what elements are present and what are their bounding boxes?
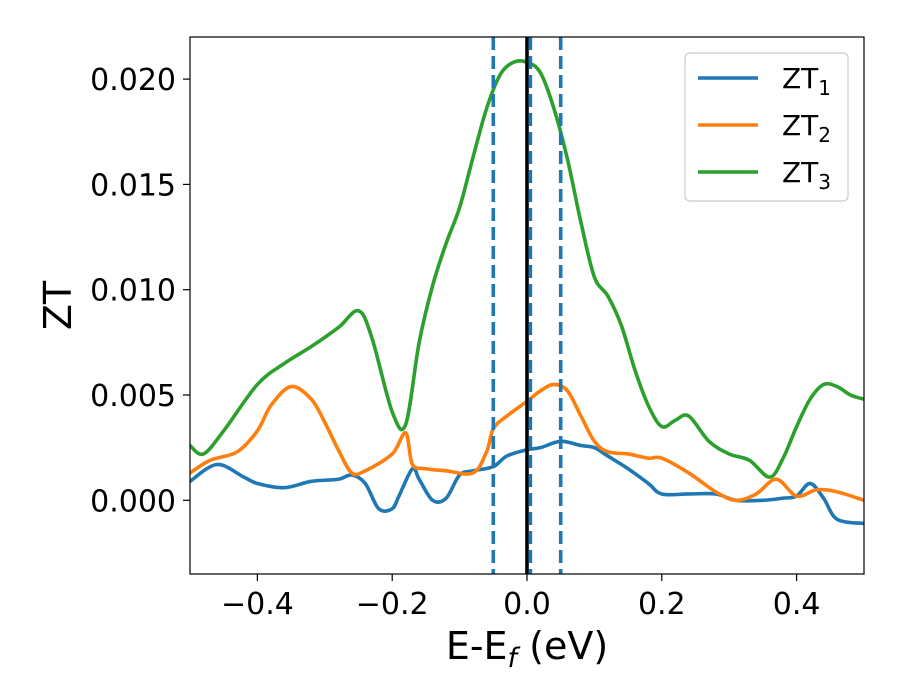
- series-line-zt1: [190, 439, 864, 526]
- y-tick-label: 0.015: [90, 168, 176, 203]
- y-tick-label: 0.010: [90, 274, 176, 309]
- legend: ZT1 ZT2 ZT3: [684, 52, 849, 202]
- x-axis-label: E-Ef (eV): [446, 624, 608, 674]
- series-line-zt2: [190, 382, 864, 503]
- x-tick-label: −0.2: [356, 587, 429, 622]
- plot-area: [190, 37, 864, 574]
- axis-ticks: −0.4 −0.2 0.0 0.2 0.4 0.000 0.005 0.010 0.015 0.0…: [90, 63, 820, 622]
- x-tick-label: 0.2: [638, 587, 686, 622]
- legend-label-zt2: ZT2: [782, 109, 831, 147]
- y-tick-label: 0.000: [90, 484, 176, 519]
- legend-box: [684, 52, 849, 202]
- x-tick-label: 0.0: [503, 587, 551, 622]
- legend-label-zt3: ZT3: [782, 156, 831, 194]
- series-line-zt3: [190, 59, 864, 479]
- legend-label-zt1: ZT1: [782, 62, 831, 100]
- y-tick-label: 0.005: [90, 379, 176, 414]
- y-axis-label: ZT: [36, 280, 80, 330]
- y-tick-label: 0.020: [90, 63, 176, 98]
- x-tick-label: 0.4: [773, 587, 821, 622]
- x-tick-label: −0.4: [221, 587, 294, 622]
